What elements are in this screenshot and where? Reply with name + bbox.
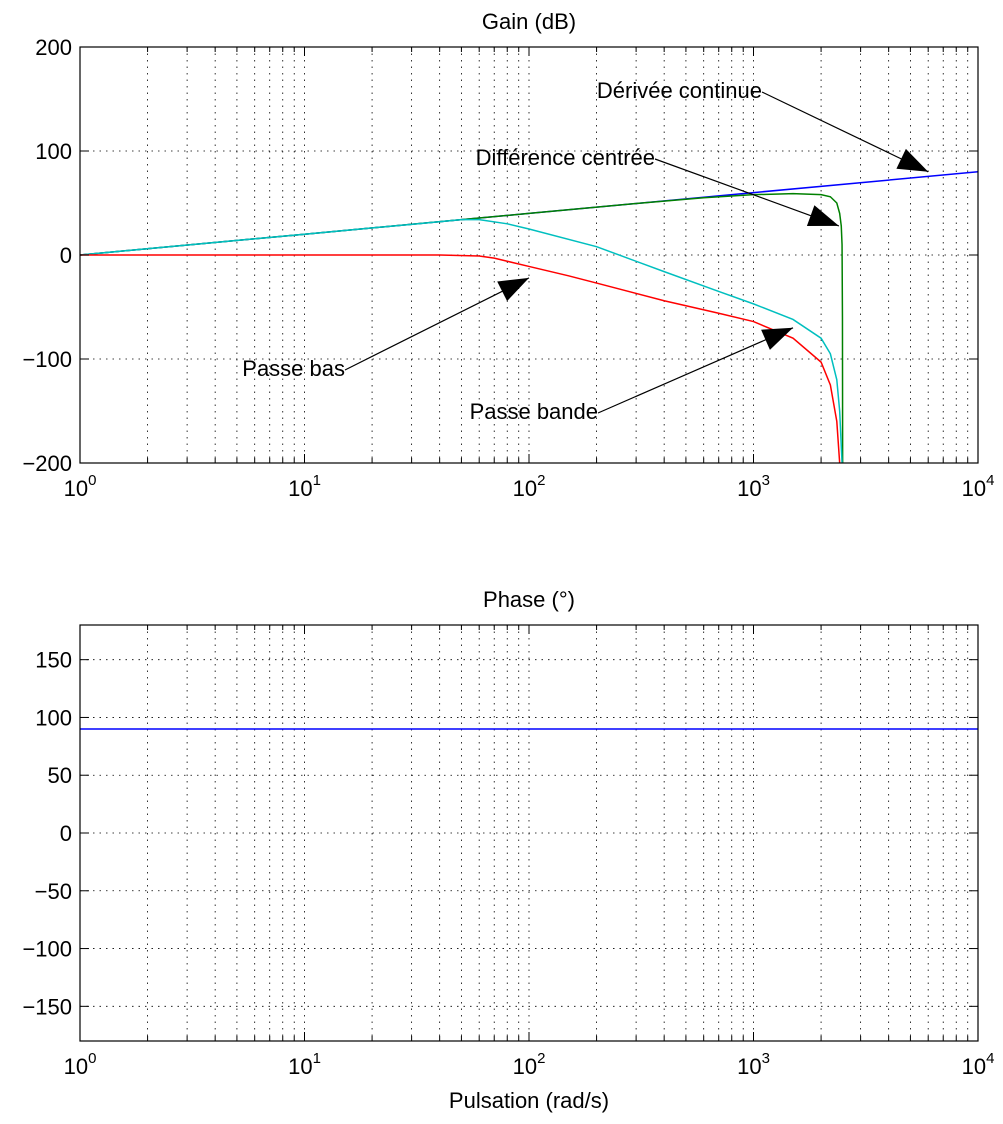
y-tick-label: 0 [60,243,72,268]
x-axis-label: Pulsation (rad/s) [449,1088,609,1113]
series-group [80,171,978,463]
annotation-label: Dérivée continue [597,78,762,103]
x-tick-label: 101 [288,1050,321,1079]
y-tick-label: −150 [22,994,72,1019]
annotation-arrow-line [344,277,530,371]
y-tick-label: 100 [35,139,72,164]
x-tick-label: 103 [737,472,770,501]
annotation-arrow-line [597,327,794,414]
annotation-label: Passe bas [242,356,345,381]
annotation-arrow-head [896,148,929,172]
annotation-arrow-head [806,205,839,226]
annotation-arrow-head [497,277,529,302]
annotation: Dérivée continue [597,78,929,173]
grid [80,625,978,1041]
y-tick-label: −100 [22,347,72,372]
x-tick-label: 101 [288,472,321,501]
annotation-label: Passe bande [470,399,598,424]
series-line-1 [80,192,844,463]
annotation-arrow-line [761,91,929,173]
annotation-label: Différence centrée [476,145,655,170]
x-tick-label: 103 [737,1050,770,1079]
x-tick-label: 104 [962,1050,995,1079]
y-tick-label: −50 [35,879,72,904]
y-tick-label: −200 [22,451,72,476]
y-tick-label: −100 [22,937,72,962]
y-tick-label: 0 [60,821,72,846]
annotation-arrow-head [761,327,793,350]
x-tick-label: 100 [64,472,97,501]
y-tick-label: 100 [35,705,72,730]
phase-plot: Phase (°) 100 101 102 103 104 −150 −100 −50 0 50 10… [22,587,994,1113]
annotation: Différence centrée [476,145,840,227]
annotation-arrow-line [654,158,840,227]
y-tick-label: 150 [35,648,72,673]
series-line-3 [80,254,841,463]
x-tick-label: 100 [64,1050,97,1079]
annotation: Passe bas [242,277,530,381]
x-tick-label: 104 [962,472,995,501]
chart-title: Phase (°) [483,587,575,612]
series-line-2 [80,218,843,463]
x-tick-label: 102 [513,1050,546,1079]
y-tick-label: 200 [35,35,72,60]
annotation: Passe bande [470,327,794,424]
x-tick-label: 102 [513,472,546,501]
y-tick-label: 50 [48,763,72,788]
chart-title: Gain (dB) [482,9,576,34]
gain-plot: Gain (dB) 100 101 102 103 104 −200 −100 0 100 200 D… [22,9,994,501]
